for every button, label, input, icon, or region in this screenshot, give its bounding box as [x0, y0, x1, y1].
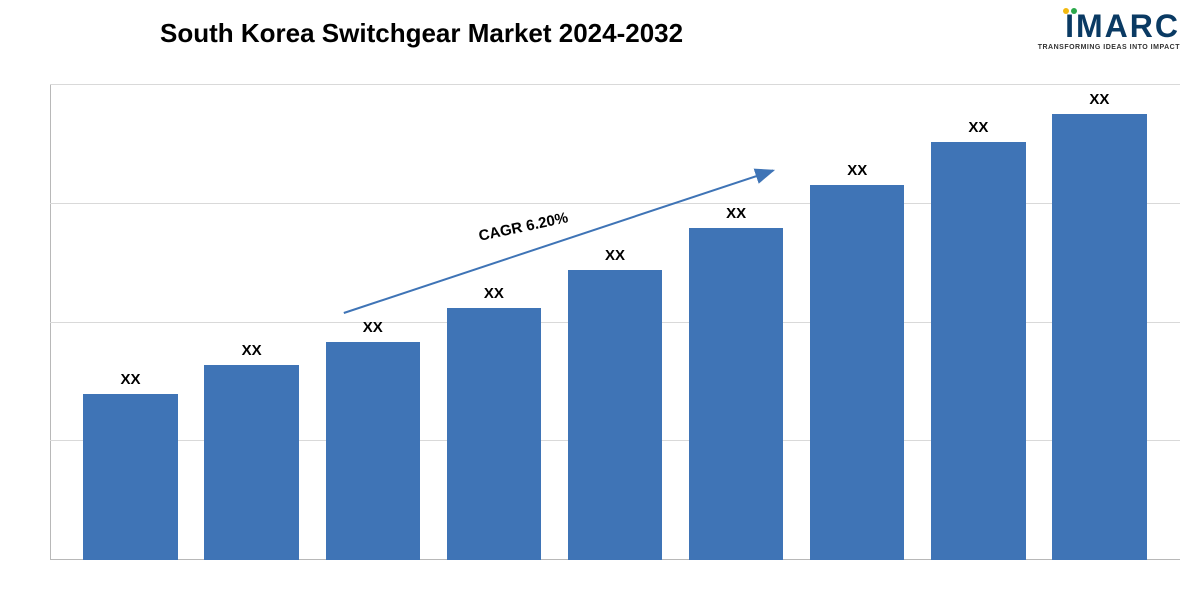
bar-value-label: XX — [605, 247, 625, 264]
bar-value-label: XX — [726, 205, 746, 222]
bar — [810, 185, 904, 560]
bar — [568, 270, 662, 560]
bar-slot: XX — [70, 85, 191, 560]
chart-area: CAGR 6.20% XXXXXXXXXXXXXXXXXX — [50, 85, 1180, 560]
logo-wordmark: IMARC — [1038, 10, 1180, 42]
bar — [689, 228, 783, 561]
chart-title: South Korea Switchgear Market 2024-2032 — [160, 18, 683, 49]
bar — [447, 308, 541, 560]
bar-value-label: XX — [484, 285, 504, 302]
bar-slot: XX — [554, 85, 675, 560]
bar — [326, 342, 420, 561]
bar-slot: XX — [191, 85, 312, 560]
bar-value-label: XX — [363, 319, 383, 336]
bar — [204, 365, 298, 560]
bar-value-label: XX — [1089, 91, 1109, 108]
bar-value-label: XX — [847, 162, 867, 179]
bar — [83, 394, 177, 560]
logo-rest: MARC — [1076, 8, 1180, 44]
bar-value-label: XX — [121, 371, 141, 388]
bar-slot: XX — [1039, 85, 1160, 560]
bar-slot: XX — [433, 85, 554, 560]
bar-value-label: XX — [968, 119, 988, 136]
logo-tagline: TRANSFORMING IDEAS INTO IMPACT — [1038, 44, 1180, 51]
plot-area: CAGR 6.20% XXXXXXXXXXXXXXXXXX — [50, 85, 1180, 560]
bar-value-label: XX — [242, 342, 262, 359]
bar-slot: XX — [312, 85, 433, 560]
bars-container: XX XX XX XX XX XX XX XX XX — [50, 85, 1180, 560]
bar-slot: XX — [676, 85, 797, 560]
bar-slot: XX — [918, 85, 1039, 560]
bar — [1052, 114, 1146, 561]
bar-slot: XX — [797, 85, 918, 560]
imarc-logo: IMARC TRANSFORMING IDEAS INTO IMPACT — [1038, 10, 1180, 51]
bar — [931, 142, 1025, 560]
